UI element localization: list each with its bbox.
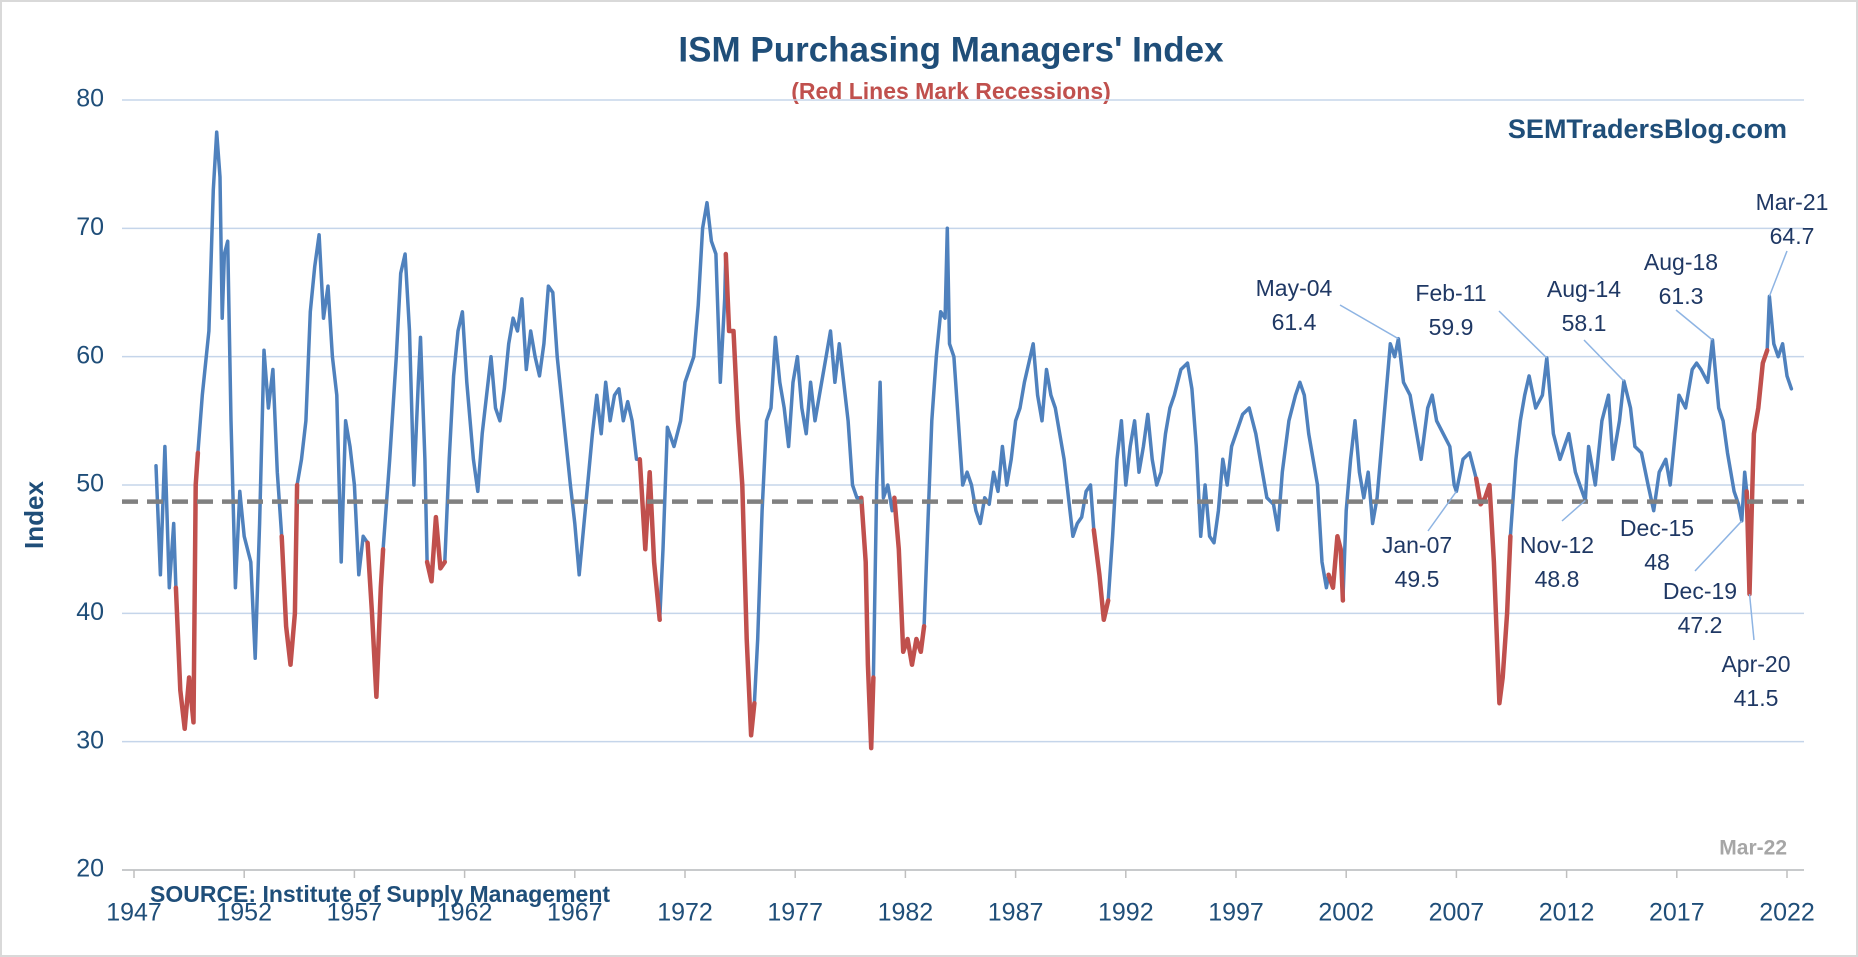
series-line <box>173 251 1770 751</box>
annotation-value: 49.5 <box>1395 566 1440 592</box>
x-tick-label: 2012 <box>1539 899 1595 927</box>
annotation-value: 48.8 <box>1535 566 1580 592</box>
y-tick-label: 70 <box>76 213 104 241</box>
annotation-value: 61.4 <box>1272 309 1317 335</box>
x-tick-label: 1987 <box>988 899 1044 927</box>
y-tick-label: 80 <box>76 85 104 113</box>
annotation-date: Dec-15 <box>1620 515 1694 541</box>
annotation-value: 61.3 <box>1659 283 1704 309</box>
y-tick-label: 40 <box>76 598 104 626</box>
y-tick-label: 60 <box>76 341 104 369</box>
y-tick-label: 20 <box>76 855 104 883</box>
leader-line <box>1675 309 1713 341</box>
y-axis-label: Index <box>19 481 49 549</box>
leader-line <box>1339 304 1399 340</box>
y-tick-label: 30 <box>76 726 104 754</box>
annotation-value: 58.1 <box>1562 310 1607 336</box>
x-tick-label: 1947 <box>106 899 162 927</box>
leader-line <box>1583 339 1625 382</box>
annotation-date: Apr-20 <box>1721 651 1790 677</box>
plot <box>122 130 1804 751</box>
leader-line <box>1694 520 1743 572</box>
annotation-date: Aug-18 <box>1644 249 1718 275</box>
x-tick-label: 2002 <box>1318 899 1374 927</box>
annotation-value: 48 <box>1644 549 1670 575</box>
annotations: May-04 61.4 Feb-11 59.9 Aug-14 58.1 Aug-18 61.3… <box>1256 189 1829 711</box>
x-tick-label: 1952 <box>216 899 272 927</box>
x-tick-label: 2022 <box>1759 899 1815 927</box>
x-tick-label: 2007 <box>1429 899 1485 927</box>
watermark: SEMTradersBlog.com <box>1508 114 1787 144</box>
x-tick-label: 1997 <box>1208 899 1264 927</box>
y-tick-label: 50 <box>76 470 104 498</box>
annotation-date: Mar-21 <box>1756 189 1829 215</box>
annotation-date: Dec-19 <box>1663 578 1737 604</box>
x-tick-label: 1992 <box>1098 899 1154 927</box>
x-tick-label: 1962 <box>437 899 493 927</box>
x-tick-label: 2017 <box>1649 899 1705 927</box>
annotation-date: Jan-07 <box>1382 532 1452 558</box>
leader-line <box>1768 250 1788 297</box>
annotation-value: 59.9 <box>1429 314 1474 340</box>
annotation-value: 47.2 <box>1678 612 1723 638</box>
x-tick-label: 1957 <box>327 899 383 927</box>
leader-line <box>1561 499 1586 522</box>
annotation-date: Feb-11 <box>1415 280 1486 306</box>
annotation-date: Aug-14 <box>1547 276 1621 302</box>
date-note: Mar-22 <box>1719 837 1787 860</box>
leader-line <box>1498 310 1548 359</box>
x-tick-label: 1972 <box>657 899 713 927</box>
annotation-value: 41.5 <box>1734 685 1779 711</box>
chart-title: ISM Purchasing Managers' Index <box>678 30 1224 69</box>
x-tick-label: 1982 <box>878 899 934 927</box>
annotation-value: 64.7 <box>1770 223 1815 249</box>
x-tick-label: 1977 <box>767 899 823 927</box>
leader-line <box>1748 594 1755 641</box>
source-note: SOURCE: Institute of Supply Management <box>150 881 610 907</box>
x-tick-label: 1967 <box>547 899 603 927</box>
annotation-date: May-04 <box>1256 275 1333 301</box>
leader-line <box>1427 490 1458 532</box>
annotation-date: Nov-12 <box>1520 532 1594 558</box>
